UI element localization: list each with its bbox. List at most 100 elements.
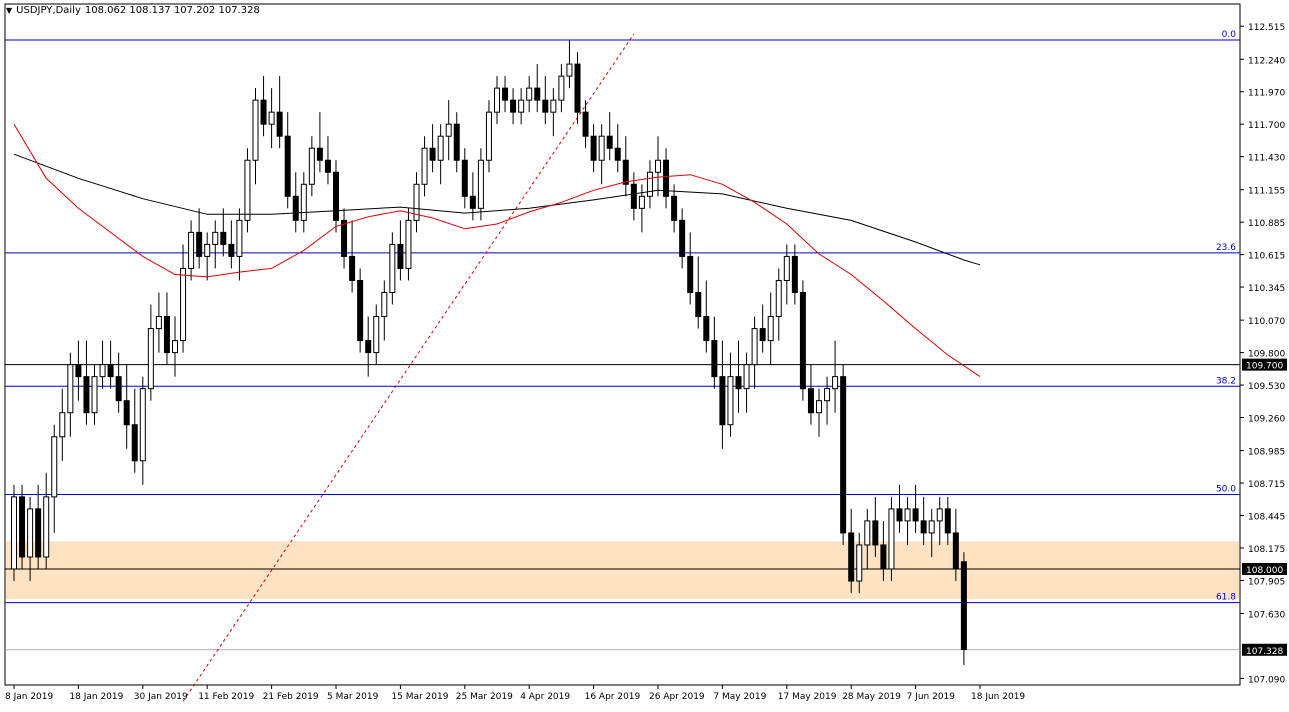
candle-body [695,291,702,318]
candle-body [324,159,331,173]
x-tick-label: 11 Feb 2019 [198,692,254,702]
candle-body [292,195,299,221]
candle-body [542,99,549,113]
ma-slow-line [13,153,981,266]
candle-body [381,291,388,318]
candle-body [67,364,74,414]
candle-body [622,159,629,185]
candle-body [960,561,967,651]
candle-body [952,532,959,570]
x-tick-label: 8 Jan 2019 [5,692,53,702]
candle-body [727,376,734,426]
candle-body [99,364,106,378]
candle-body [236,219,243,257]
chart-header: ▼ USDJPY,Daily 108.062 108.137 107.202 1… [6,5,260,16]
candle-body [574,63,581,113]
fib-label: 38.2 [1216,376,1236,386]
candle-body [115,376,122,402]
candle-body [751,328,758,366]
price-label-box [1242,358,1287,371]
candle-body [671,195,678,221]
y-tick-label: 107.905 [1248,577,1285,587]
candle-body [413,183,420,221]
candle-body [397,243,404,269]
candle-body [896,508,903,522]
candle-body [807,388,814,414]
candle-body [550,99,557,113]
candle-body [904,508,911,522]
candle-body [477,159,484,209]
y-tick-label: 107.090 [1248,675,1285,685]
candle-body [316,147,323,161]
candle-body [333,171,339,221]
y-tick-label: 108.175 [1248,545,1285,555]
candle-body [147,328,154,390]
y-tick-label: 109.800 [1248,350,1285,360]
candle-body [75,364,82,378]
y-tick-label: 108.715 [1248,480,1285,490]
price-label: 108.000 [1246,566,1283,576]
fib-label: 23.6 [1216,243,1236,253]
candle-body [518,99,525,113]
trendline [182,33,635,702]
x-tick-label: 28 May 2019 [842,692,901,702]
candle-body [268,111,275,125]
candle-body [252,99,259,161]
candle-body [816,400,822,414]
x-tick-label: 25 Mar 2019 [456,692,513,702]
candle-body [163,316,170,354]
candle-body [510,99,517,113]
candle-body [421,147,428,185]
candle-body [775,279,782,318]
x-tick-label: 30 Jan 2019 [134,692,188,702]
candle-body [630,183,637,209]
candle-body [445,123,452,137]
candle-body [703,316,710,342]
candle-body [598,135,605,161]
candle-body [91,376,98,414]
y-tick-label: 112.240 [1248,56,1285,66]
candle-body [663,159,670,197]
candle-body [453,123,460,161]
x-tick-label: 15 Mar 2019 [391,692,448,702]
price-label: 107.328 [1246,647,1283,657]
candle-body [679,219,686,257]
candle-body [719,376,726,426]
candle-body [558,75,565,101]
candle-body [244,159,251,221]
x-tick-label: 16 Apr 2019 [585,692,641,702]
candle-body [220,231,227,245]
candle-body [437,135,444,161]
y-tick-label: 111.430 [1248,154,1285,164]
candle-body [19,496,26,558]
candle-body [131,424,138,462]
price-label-box [1242,643,1287,656]
x-tick-label: 26 Apr 2019 [649,692,705,702]
candle-body [83,376,90,414]
candle-body [864,520,871,546]
candle-body [35,508,42,558]
candle-body [840,376,847,534]
candle-body [791,255,798,293]
candle-body [614,147,621,161]
candle-body [534,87,541,101]
fib-label: 50.0 [1216,484,1236,494]
candle-body [284,135,291,197]
y-tick-label: 110.070 [1248,317,1285,327]
triangle-down-icon[interactable]: ▼ [6,6,13,15]
candle-body [655,159,661,173]
ohlc-readout: 108.062 108.137 107.202 107.328 [84,5,260,16]
candle-body [485,111,492,161]
candle-body [276,111,283,137]
candle-body [461,159,468,197]
candle-body [51,436,58,498]
support-zone [6,541,1239,600]
candle-body [349,255,356,281]
fib-label: 0.0 [1222,30,1237,40]
candle-body [300,183,307,221]
y-tick-label: 108.985 [1248,448,1285,458]
candle-body [735,376,742,390]
price-label: 109.700 [1246,362,1283,372]
